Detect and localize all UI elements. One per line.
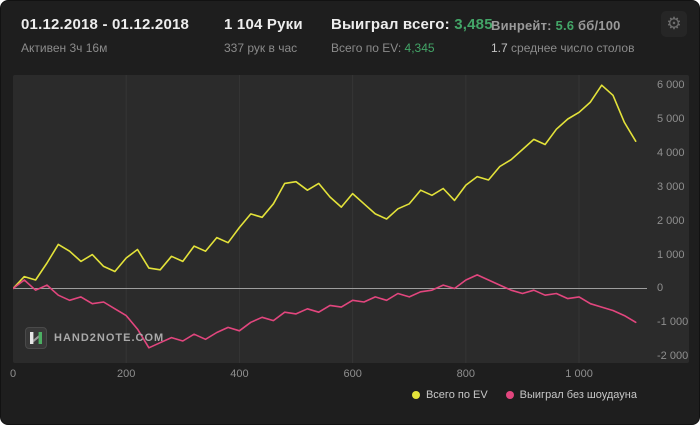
y-tick-label: 3 000 <box>657 180 685 193</box>
hands-count: 1 104 Руки <box>224 16 303 33</box>
hands-per-hour: 337 рук в час <box>224 41 298 55</box>
avg-tables-value: 1.7 <box>491 41 508 55</box>
y-tick-label: 5 000 <box>657 113 685 126</box>
hand2note-logo-text: HAND2NOTE.COM <box>54 332 165 344</box>
x-tick-label: 1 000 <box>565 368 593 380</box>
x-tick-label: 600 <box>343 368 362 380</box>
y-tick-label: -2 000 <box>657 350 689 363</box>
ev-total-label: Всего по EV: <box>331 41 402 55</box>
x-tick-label: 800 <box>456 368 476 380</box>
legend-item-0[interactable]: Всего по EV <box>411 389 488 401</box>
y-tick-label: 4 000 <box>657 146 685 159</box>
x-tick-label: 200 <box>117 368 136 380</box>
winrate-value: 5.6 <box>555 18 575 33</box>
session-summary-winnings: Выиграл всего: 3,485 Всего по EV: 4,345 <box>331 16 493 55</box>
active-time: Активен 3ч 16м <box>21 41 108 55</box>
session-summary-winrate: Винрейт: 5.6 бб/100 1.7 среднее число ст… <box>491 16 634 55</box>
results-chart[interactable] <box>13 75 689 363</box>
ev-total-value: 4,345 <box>404 41 435 55</box>
legend-dot-icon <box>411 391 420 399</box>
chart-legend: Всего по EV Выиграл без шоудауна <box>411 389 637 401</box>
x-tick-label: 400 <box>230 368 249 380</box>
settings-gear-icon[interactable]: ⚙ <box>661 11 687 37</box>
won-total-label: Выиграл всего: <box>331 16 450 33</box>
y-tick-label: 0 <box>657 282 664 295</box>
avg-tables-label: среднее число столов <box>511 41 635 55</box>
y-tick-label: 1 000 <box>657 248 685 261</box>
series-line-0 <box>13 84 637 290</box>
hand2note-logo[interactable]: HAND2NOTE.COM <box>25 327 164 349</box>
hand2note-logo-icon <box>25 327 47 349</box>
x-tick-label: 0 <box>9 368 17 380</box>
date-range: 01.12.2018 - 01.12.2018 <box>21 16 190 33</box>
legend-dot-icon <box>505 391 514 399</box>
winrate-label: Винрейт: <box>491 18 552 33</box>
won-total-value: 3,485 <box>454 16 493 33</box>
y-tick-label: 2 000 <box>657 214 685 227</box>
legend-item-1[interactable]: Выиграл без шоудауна <box>505 389 637 401</box>
legend-label: Выиграл без шоудауна <box>519 389 637 401</box>
y-tick-label: 6 000 <box>657 79 685 92</box>
series-line-1 <box>13 274 637 349</box>
legend-label: Всего по EV <box>425 389 488 401</box>
chart-panel: HAND2NOTE.COM <box>13 75 689 363</box>
y-tick-label: -1 000 <box>657 316 689 329</box>
session-summary-hands: 1 104 Руки 337 рук в час <box>224 16 303 55</box>
session-summary-dates: 01.12.2018 - 01.12.2018 Активен 3ч 16м <box>21 16 189 55</box>
winrate-units: бб/100 <box>578 18 621 33</box>
